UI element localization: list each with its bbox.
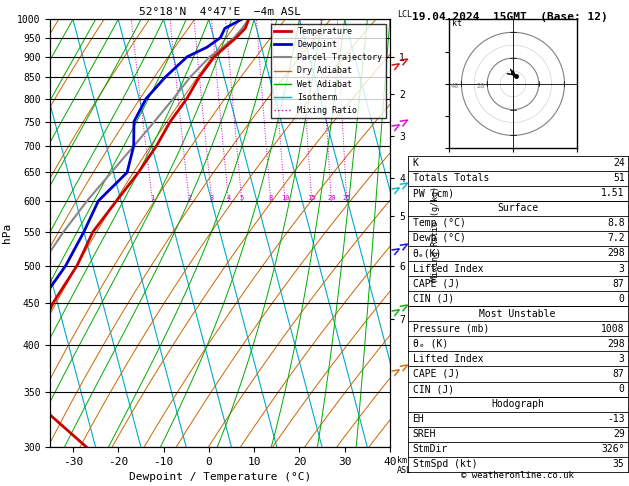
Text: 35: 35 [613,459,625,469]
Text: 1: 1 [150,195,155,201]
Text: 40: 40 [450,83,459,89]
Text: >>: >> [389,237,414,259]
Text: Mixing Ratio (g/kg): Mixing Ratio (g/kg) [431,186,440,281]
Text: EH: EH [413,414,425,424]
Legend: Temperature, Dewpoint, Parcel Trajectory, Dry Adiabat, Wet Adiabat, Isotherm, Mi: Temperature, Dewpoint, Parcel Trajectory… [271,24,386,118]
Text: LCL: LCL [397,10,412,19]
Text: 2: 2 [187,195,191,201]
Text: 20: 20 [476,83,484,89]
Text: 8: 8 [269,195,273,201]
Text: 3: 3 [209,195,214,201]
Text: 5: 5 [240,195,244,201]
Text: >>: >> [389,113,414,135]
Text: 10: 10 [281,195,289,201]
Text: 4: 4 [226,195,231,201]
Text: StmSpd (kt): StmSpd (kt) [413,459,477,469]
Text: 298: 298 [607,248,625,259]
Text: StmDir: StmDir [413,444,448,454]
Text: CAPE (J): CAPE (J) [413,369,460,379]
Text: 29: 29 [613,429,625,439]
Text: 0: 0 [619,384,625,394]
Text: >>: >> [389,176,414,198]
Text: 298: 298 [607,339,625,349]
Text: Totals Totals: Totals Totals [413,173,489,183]
Text: 7.2: 7.2 [607,233,625,243]
Text: 326°: 326° [601,444,625,454]
Title: 52°18'N  4°47'E  −4m ASL: 52°18'N 4°47'E −4m ASL [139,7,301,17]
Text: 25: 25 [343,195,351,201]
Text: PW (cm): PW (cm) [413,188,454,198]
Text: 0: 0 [619,294,625,304]
Text: >>: >> [389,52,414,74]
Text: θₑ (K): θₑ (K) [413,339,448,349]
Text: Most Unstable: Most Unstable [479,309,556,319]
Text: SREH: SREH [413,429,436,439]
Text: -13: -13 [607,414,625,424]
Text: 20: 20 [327,195,336,201]
Text: 15: 15 [308,195,316,201]
Text: Dewp (°C): Dewp (°C) [413,233,465,243]
Text: CAPE (J): CAPE (J) [413,278,460,289]
X-axis label: Dewpoint / Temperature (°C): Dewpoint / Temperature (°C) [129,472,311,483]
Text: Hodograph: Hodograph [491,399,544,409]
Text: 19.04.2024  15GMT  (Base: 12): 19.04.2024 15GMT (Base: 12) [412,12,608,22]
Text: 87: 87 [613,278,625,289]
Text: 87: 87 [613,369,625,379]
Text: 3: 3 [619,354,625,364]
Text: K: K [413,158,418,168]
Text: 1008: 1008 [601,324,625,334]
Text: >>: >> [389,359,414,380]
Y-axis label: hPa: hPa [1,223,11,243]
Text: Lifted Index: Lifted Index [413,263,483,274]
Text: km
ASL: km ASL [397,456,412,475]
Text: CIN (J): CIN (J) [413,384,454,394]
Text: © weatheronline.co.uk: © weatheronline.co.uk [461,471,574,480]
Text: >>: >> [389,298,414,319]
Text: Lifted Index: Lifted Index [413,354,483,364]
Text: 24: 24 [613,158,625,168]
Text: θₑ(K): θₑ(K) [413,248,442,259]
Text: kt: kt [452,19,462,28]
Text: 3: 3 [619,263,625,274]
Text: 51: 51 [613,173,625,183]
Text: 8.8: 8.8 [607,218,625,228]
Text: Temp (°C): Temp (°C) [413,218,465,228]
Text: Surface: Surface [497,203,538,213]
Text: CIN (J): CIN (J) [413,294,454,304]
Text: Pressure (mb): Pressure (mb) [413,324,489,334]
Text: 1.51: 1.51 [601,188,625,198]
